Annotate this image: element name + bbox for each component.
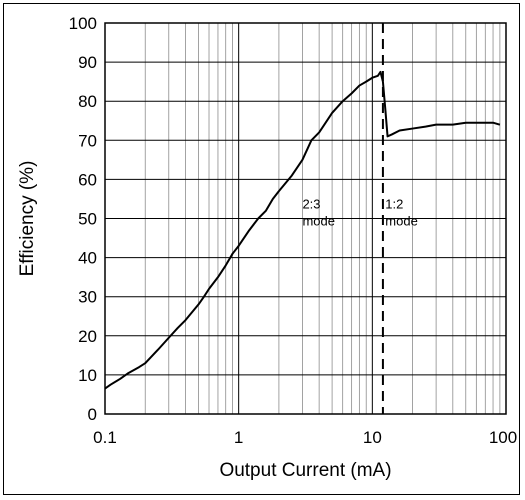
y-tick-label: 10 <box>78 366 97 385</box>
plot-area-border <box>104 22 507 415</box>
y-tick-label: 30 <box>78 288 97 307</box>
mode-annotations: 2:3 mode 1:2 mode <box>302 197 417 229</box>
y-tick-label: 70 <box>78 131 97 150</box>
x-tick-label: 100 <box>489 428 517 447</box>
y-axis-label: Efficiency (%) <box>17 161 38 277</box>
mode-annotation-text: 1:2 <box>385 197 403 212</box>
y-tick-label: 100 <box>69 14 97 33</box>
y-tick-label: 90 <box>78 53 97 72</box>
y-tick-label: 0 <box>88 405 97 424</box>
y-tick-label: 40 <box>78 249 97 268</box>
mode-annotation-text: mode <box>302 214 335 229</box>
y-tick-label: 80 <box>78 92 97 111</box>
y-tick-label: 20 <box>78 327 97 346</box>
x-tick-label: 0.1 <box>93 428 117 447</box>
x-axis-tick-labels: 0.1 1 10 100 <box>93 428 517 447</box>
x-axis-label: Output Current (mA) <box>219 460 391 481</box>
mode-annotation-text: 2:3 <box>302 197 320 212</box>
y-tick-label: 50 <box>78 210 97 229</box>
y-tick-label: 60 <box>78 170 97 189</box>
efficiency-series-line <box>104 70 501 390</box>
mode-annotation-text: mode <box>385 214 418 229</box>
y-axis-tick-labels: 0 10 20 30 40 50 60 70 80 90 100 <box>69 14 97 424</box>
x-tick-label: 10 <box>363 428 382 447</box>
x-tick-label: 1 <box>234 428 243 447</box>
chart-frame <box>3 3 520 495</box>
